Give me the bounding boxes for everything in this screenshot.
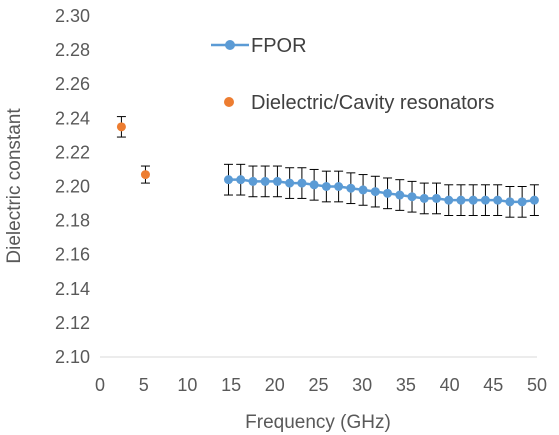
- data-point: [346, 183, 356, 193]
- data-point: [309, 180, 319, 190]
- x-tick-label: 10: [177, 375, 197, 395]
- data-point: [456, 195, 466, 205]
- data-point: [272, 176, 282, 186]
- plot-area: [116, 116, 539, 218]
- x-tick-label: 35: [396, 375, 416, 395]
- data-point: [285, 178, 295, 188]
- data-point: [517, 197, 527, 207]
- x-tick-label: 0: [95, 375, 105, 395]
- x-tick-label: 50: [527, 375, 547, 395]
- tick-labels: 0 5 10 15 20 25 30 35 40 45 50 2.10 2.12 2.14 2.16 2.18…: [55, 6, 547, 395]
- x-tick-label: 25: [308, 375, 328, 395]
- x-tick-label: 40: [440, 375, 460, 395]
- data-point: [529, 195, 539, 205]
- y-tick-label: 2.20: [55, 177, 90, 197]
- x-tick-label: 5: [139, 375, 149, 395]
- legend-resonators-label: Dielectric/Cavity resonators: [251, 92, 494, 114]
- legend-fpor-marker-icon: [225, 40, 235, 50]
- y-tick-label: 2.12: [55, 313, 90, 333]
- series-fpor: [223, 163, 539, 218]
- x-tick-label: 20: [265, 375, 285, 395]
- data-point: [383, 188, 393, 198]
- data-point: [116, 122, 126, 132]
- data-point: [431, 193, 441, 203]
- data-point: [248, 176, 258, 186]
- data-point: [419, 193, 429, 203]
- data-point: [140, 170, 150, 180]
- y-tick-label: 2.26: [55, 74, 90, 94]
- y-tick-label: 2.18: [55, 211, 90, 231]
- x-axis-label: Frequency (GHz): [245, 412, 391, 433]
- y-tick-label: 2.24: [55, 108, 90, 128]
- data-point: [358, 185, 368, 195]
- data-point: [444, 195, 454, 205]
- data-point: [493, 195, 503, 205]
- data-point: [468, 195, 478, 205]
- y-axis-label: Dielectric constant: [4, 108, 25, 264]
- data-point: [321, 182, 331, 191]
- legend-resonators-marker-icon: [224, 97, 234, 107]
- y-tick-label: 2.16: [55, 245, 90, 265]
- y-tick-label: 2.30: [55, 6, 90, 26]
- y-tick-label: 2.10: [55, 347, 90, 367]
- data-point: [480, 195, 490, 205]
- x-tick-label: 30: [352, 375, 372, 395]
- x-tick-label: 15: [221, 375, 241, 395]
- data-point: [505, 197, 515, 207]
- series-resonators: [116, 116, 150, 184]
- data-point: [370, 187, 380, 197]
- y-tick-label: 2.14: [55, 279, 90, 299]
- x-tick-label: 45: [483, 375, 503, 395]
- legend: FPOR Dielectric/Cavity resonators: [211, 35, 494, 114]
- data-point: [407, 192, 417, 202]
- y-tick-label: 2.22: [55, 142, 90, 162]
- data-point: [260, 176, 270, 186]
- data-point: [297, 178, 307, 188]
- data-point: [334, 182, 344, 191]
- data-point: [223, 175, 233, 185]
- legend-fpor-label: FPOR: [251, 35, 307, 57]
- data-point: [395, 190, 405, 200]
- y-tick-label: 2.28: [55, 40, 90, 60]
- data-point: [236, 175, 246, 185]
